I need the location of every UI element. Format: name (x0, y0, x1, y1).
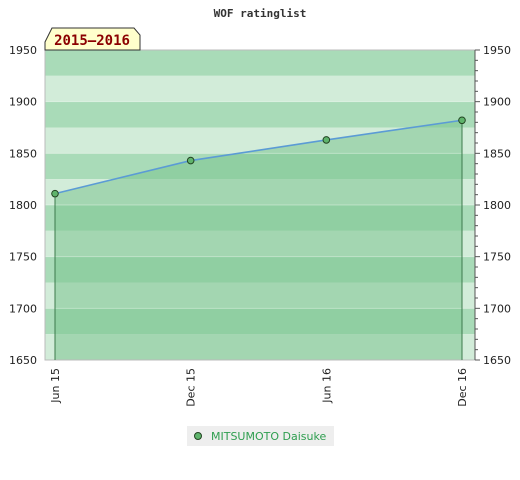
y-tick-label-right: 1750 (483, 251, 511, 264)
background-band (45, 50, 475, 76)
legend-box (187, 426, 334, 446)
y-tick-label-right: 1800 (483, 199, 511, 212)
data-point (458, 116, 466, 125)
y-tick-label-right: 1850 (483, 147, 511, 160)
data-point (186, 156, 195, 165)
y-tick-label-left: 1850 (9, 147, 37, 160)
y-tick-label-right: 1900 (483, 96, 511, 109)
y-tick-label-left: 1650 (9, 354, 37, 367)
x-tick-label: Jun 16 (320, 368, 333, 404)
legend-series-name: MITSUMOTO Daisuke (211, 430, 326, 443)
y-axis-left: 1650 1700 1750 1800 1850 1900 1950 (9, 44, 37, 367)
chart-title: WOF ratinglist (214, 7, 307, 20)
data-point (322, 136, 331, 144)
x-tick-label: Jun 15 (49, 368, 62, 404)
y-tick-label-right: 1700 (483, 302, 511, 315)
y-tick-label-right: 1950 (483, 44, 511, 57)
period-badge-shape (44, 27, 141, 51)
y-tick-label-right: 1650 (483, 354, 511, 367)
series-area (55, 120, 462, 361)
background-band (45, 101, 475, 128)
series-area-fill (55, 120, 462, 361)
period-badge-label: 2015–2016 (54, 33, 130, 49)
x-axis: Jun 15 Dec 15 Jun 16 Dec 16 (49, 368, 469, 407)
y-tick-label-left: 1800 (9, 199, 37, 212)
legend[interactable]: MITSUMOTO Daisuke (187, 426, 334, 446)
x-tick-label: Dec 16 (456, 368, 469, 407)
data-point (51, 189, 59, 198)
y-tick-label-left: 1700 (9, 302, 37, 315)
y-tick-label-left: 1900 (9, 96, 37, 109)
period-badge: 2015–2016 (44, 27, 141, 51)
series-line (54, 119, 463, 195)
drop-lines (54, 120, 463, 360)
y-axis-right: 1650 1700 1750 1800 1850 1900 1950 (474, 44, 511, 367)
legend-marker (194, 432, 202, 440)
y-tick-label-left: 1950 (9, 44, 37, 57)
background-band (45, 75, 475, 102)
series-line-group (51, 116, 466, 198)
x-tick-label: Dec 15 (185, 368, 198, 407)
y-tick-label-left: 1750 (9, 251, 37, 264)
